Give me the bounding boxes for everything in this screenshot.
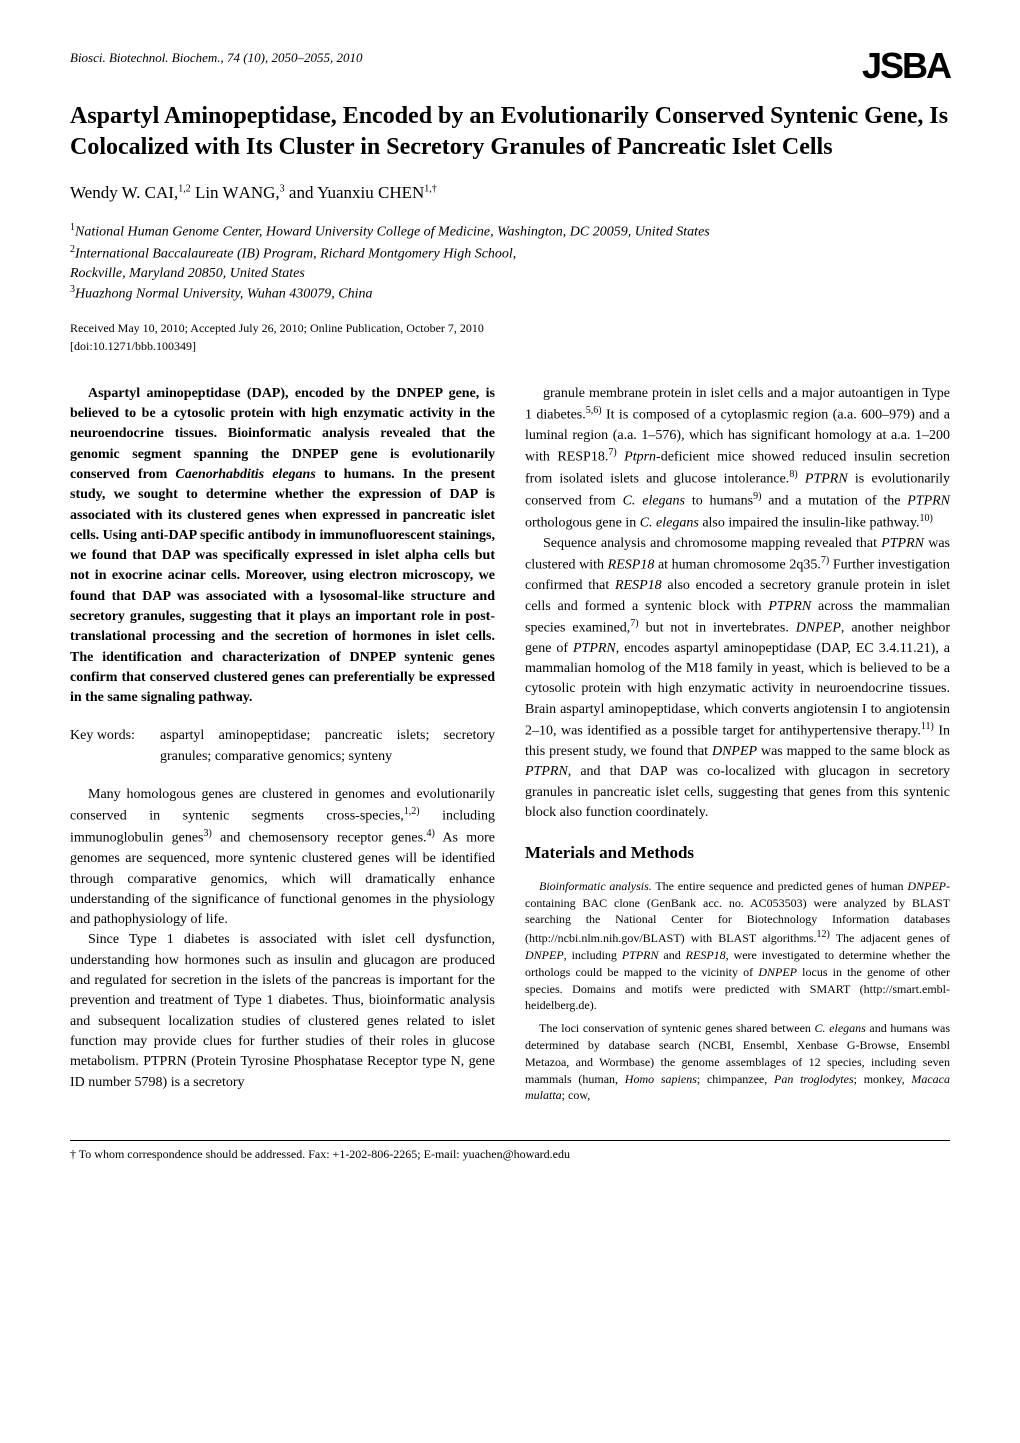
section-heading-methods: Materials and Methods — [525, 841, 950, 866]
right-paragraph-2: Sequence analysis and chromosome mapping… — [525, 534, 950, 823]
right-paragraph-1: granule membrane protein in islet cells … — [525, 384, 950, 534]
intro-paragraph-2: Since Type 1 diabetes is associated with… — [70, 930, 495, 1092]
doi: [doi:10.1271/bbb.100349] — [70, 339, 950, 354]
right-column: granule membrane protein in islet cells … — [525, 384, 950, 1110]
keywords-label: Key words: — [70, 726, 160, 767]
methods-paragraph-1: Bioinformatic analysis. The entire seque… — [525, 878, 950, 1014]
left-column: Aspartyl aminopeptidase (DAP), encoded b… — [70, 384, 495, 1110]
received-dates: Received May 10, 2010; Accepted July 26,… — [70, 321, 950, 336]
methods-paragraph-2: The loci conservation of syntenic genes … — [525, 1020, 950, 1104]
intro-paragraph-1: Many homologous genes are clustered in g… — [70, 785, 495, 930]
article-title: Aspartyl Aminopeptidase, Encoded by an E… — [70, 101, 950, 163]
journal-reference: Biosci. Biotechnol. Biochem., 74 (10), 2… — [70, 50, 950, 66]
correspondence-footnote: † To whom correspondence should be addre… — [70, 1147, 950, 1162]
publisher-logo: JSBA — [862, 45, 950, 87]
keywords-content: aspartyl aminopeptidase; pancreatic isle… — [160, 726, 495, 767]
affiliations: 1National Human Genome Center, Howard Un… — [70, 221, 950, 304]
keywords-block: Key words: aspartyl aminopeptidase; panc… — [70, 726, 495, 767]
two-column-layout: Aspartyl aminopeptidase (DAP), encoded b… — [70, 384, 950, 1110]
footnote-separator — [70, 1140, 950, 1141]
authors: Wendy W. CAI,1,2 Lin WANG,3 and Yuanxiu … — [70, 183, 950, 203]
abstract: Aspartyl aminopeptidase (DAP), encoded b… — [70, 384, 495, 709]
